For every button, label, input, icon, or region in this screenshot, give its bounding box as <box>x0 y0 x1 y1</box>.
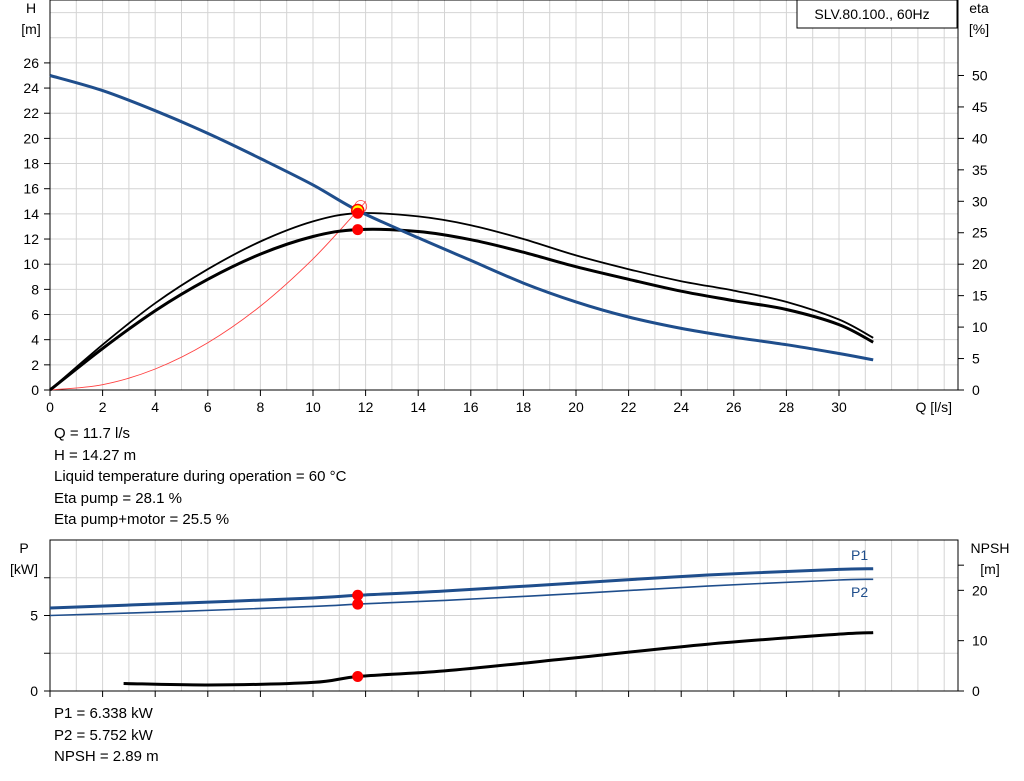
duty-point-info: Q = 11.7 l/s H = 14.27 m Liquid temperat… <box>54 423 346 531</box>
p2-curve <box>49 578 874 617</box>
y2-tick-label: 25 <box>972 225 988 241</box>
y-tick-label: 0 <box>31 382 39 398</box>
x-tick-label: 12 <box>358 399 374 415</box>
y-tick-label: 12 <box>23 231 39 247</box>
p1-curve <box>49 567 874 610</box>
x-tick-label: 2 <box>99 399 107 415</box>
x-tick-label: 18 <box>516 399 532 415</box>
p1-point-marker <box>352 589 364 601</box>
x-tick-label: 20 <box>568 399 584 415</box>
y2-axis-label: eta <box>969 0 989 16</box>
p2-value: P2 = 5.752 kW <box>54 726 153 744</box>
flow-value: Q = 11.7 l/s <box>54 425 131 442</box>
y-axis-label: H <box>26 0 36 16</box>
y-tick-label: 2 <box>31 357 39 373</box>
lower-y2-tick-label: 20 <box>972 582 988 598</box>
y-tick-label: 4 <box>31 332 39 348</box>
y2-tick-label: 20 <box>972 256 988 272</box>
eta-pump-value: Eta pump = 28.1 % <box>54 489 182 507</box>
eta-pump-motor-value: Eta pump+motor = 25.5 % <box>54 511 230 528</box>
x-tick-label: 28 <box>779 399 795 415</box>
y-tick-label: 14 <box>23 206 39 222</box>
x-tick-label: 22 <box>621 399 637 415</box>
npsh-value: NPSH = 2.89 m <box>54 748 159 765</box>
x-tick-label: 14 <box>410 399 426 415</box>
x-tick-label: 24 <box>673 399 689 415</box>
y2-tick-label: 35 <box>972 162 988 178</box>
y2-tick-label: 30 <box>972 193 988 209</box>
y2-tick-label: 40 <box>972 130 988 146</box>
eta-pump-motor-point-marker <box>352 224 364 236</box>
x-tick-label: 6 <box>204 399 212 415</box>
y-tick-label: 16 <box>23 181 39 197</box>
y2-tick-label: 15 <box>972 288 988 304</box>
y2-tick-label: 10 <box>972 319 988 335</box>
y2-tick-label: 5 <box>972 351 980 367</box>
y-tick-label: 22 <box>23 105 39 121</box>
lower-y-tick-label: 5 <box>30 608 38 624</box>
power-info: P1 = 6.338 kW P2 = 5.752 kW NPSH = 2.89 … <box>54 703 159 768</box>
npsh-curve <box>123 631 874 687</box>
x-tick-label: 4 <box>151 399 159 415</box>
npsh-point-marker <box>352 670 364 682</box>
x-tick-label: 10 <box>305 399 321 415</box>
lower-y2-axis-label: NPSH <box>971 540 1010 556</box>
y-axis-unit-label: [m] <box>21 21 40 37</box>
y2-axis-unit-label: [%] <box>969 21 989 37</box>
y-tick-label: 6 <box>31 307 39 323</box>
y-tick-label: 20 <box>23 130 39 146</box>
x-tick-label: 0 <box>46 399 54 415</box>
plot-area-border <box>49 0 959 391</box>
x-tick-label: 16 <box>463 399 479 415</box>
y2-tick-label: 50 <box>972 67 988 83</box>
lower-y2-axis-unit-label: [m] <box>980 561 999 577</box>
lower-y2-tick-label: 10 <box>972 633 988 649</box>
liquid-temperature-value: Liquid temperature during operation = 60… <box>54 468 347 485</box>
p1-series-label: P1 <box>851 547 868 563</box>
x-tick-label: 30 <box>831 399 847 415</box>
lower-y-axis-unit-label: [kW] <box>10 561 38 577</box>
p1-value: P1 = 6.338 kW <box>54 705 153 722</box>
lower-y2-tick-label: 0 <box>972 683 980 699</box>
p2-series-label: P2 <box>851 584 868 600</box>
y2-tick-label: 0 <box>972 382 980 398</box>
lower-y-axis-label: P <box>19 540 28 556</box>
x-tick-label: 8 <box>257 399 265 415</box>
chart-title-box <box>796 0 958 29</box>
x-tick-label: 26 <box>726 399 742 415</box>
y-tick-label: 8 <box>31 281 39 297</box>
y-tick-label: 26 <box>23 55 39 71</box>
head-curve <box>49 74 874 362</box>
eta-pump-point-marker <box>352 207 364 219</box>
chart-title: SLV.80.100., 60Hz <box>814 6 929 22</box>
eta-pump-motor-curve <box>49 227 874 392</box>
x-axis-label: Q [l/s] <box>915 399 952 415</box>
y2-tick-label: 45 <box>972 99 988 115</box>
y-tick-label: 10 <box>23 256 39 272</box>
lower-y-tick-label: 0 <box>30 683 38 699</box>
eta-pump-curve <box>49 212 874 391</box>
y-tick-label: 18 <box>23 156 39 172</box>
p2-point-marker <box>352 598 364 610</box>
y-tick-label: 24 <box>23 80 39 96</box>
head-value: H = 14.27 m <box>54 446 137 464</box>
